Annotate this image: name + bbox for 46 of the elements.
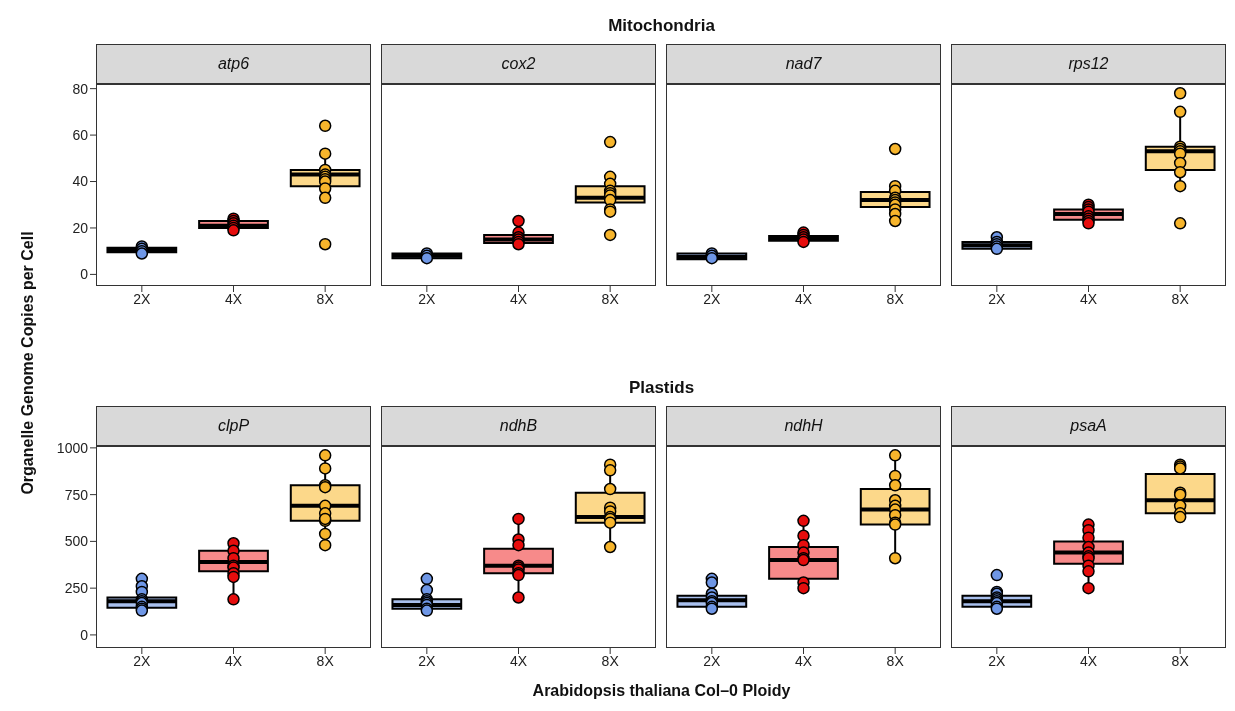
x-tick-label: 8X bbox=[1171, 652, 1190, 669]
x-tick-label: 8X bbox=[601, 652, 620, 669]
chart-title: nad7 bbox=[666, 44, 941, 84]
x-tick-label: 2X bbox=[418, 290, 437, 307]
chart-title: clpP bbox=[96, 406, 371, 446]
x-tick-label: 2X bbox=[133, 290, 152, 307]
y-tick-label: 0 bbox=[80, 266, 89, 283]
y-tick-label: 1000 bbox=[56, 439, 89, 456]
chart-title: cox2 bbox=[381, 44, 656, 84]
x-tick-label: 8X bbox=[1171, 290, 1190, 307]
y-tick-label: 500 bbox=[64, 533, 89, 550]
x-tick-label: 2X bbox=[988, 652, 1007, 669]
x-tick-label: 8X bbox=[886, 652, 905, 669]
y-tick-label: 80 bbox=[72, 80, 89, 97]
y-tick-label: 250 bbox=[64, 580, 89, 597]
x-axis-title: Arabidopsis thaliana Col–0 Ploidy bbox=[532, 682, 791, 700]
x-tick-label: 4X bbox=[224, 290, 243, 307]
y-axis-title: Organelle Genome Copies per Cell bbox=[19, 231, 37, 495]
x-tick-label: 2X bbox=[703, 652, 722, 669]
x-tick-label: 8X bbox=[601, 290, 620, 307]
chart-title: rps12 bbox=[951, 44, 1226, 84]
x-tick-label: 4X bbox=[794, 290, 813, 307]
y-tick-label: 750 bbox=[64, 486, 89, 503]
x-tick-label: 4X bbox=[1079, 652, 1098, 669]
x-tick-label: 4X bbox=[509, 652, 528, 669]
text: Mitochondria bbox=[608, 16, 715, 36]
y-tick-label: 40 bbox=[72, 173, 89, 190]
text: Plastids bbox=[628, 378, 695, 398]
chart-title: psaA bbox=[951, 406, 1226, 446]
x-tick-label: 2X bbox=[703, 290, 722, 307]
chart-title: ndhH bbox=[666, 406, 941, 446]
chart-title: ndhB bbox=[381, 406, 656, 446]
y-tick-label: 20 bbox=[72, 219, 89, 236]
x-tick-label: 8X bbox=[316, 290, 335, 307]
x-tick-label: 8X bbox=[886, 290, 905, 307]
x-tick-label: 4X bbox=[224, 652, 243, 669]
chart-title: atp6 bbox=[96, 44, 371, 84]
x-tick-label: 4X bbox=[1079, 290, 1098, 307]
y-tick-label: 0 bbox=[80, 626, 89, 643]
x-tick-label: 2X bbox=[133, 652, 152, 669]
x-tick-label: 8X bbox=[316, 652, 335, 669]
x-tick-label: 4X bbox=[794, 652, 813, 669]
x-tick-label: 2X bbox=[418, 652, 437, 669]
x-tick-label: 4X bbox=[509, 290, 528, 307]
x-tick-label: 2X bbox=[988, 290, 1007, 307]
y-tick-label: 60 bbox=[72, 127, 89, 144]
